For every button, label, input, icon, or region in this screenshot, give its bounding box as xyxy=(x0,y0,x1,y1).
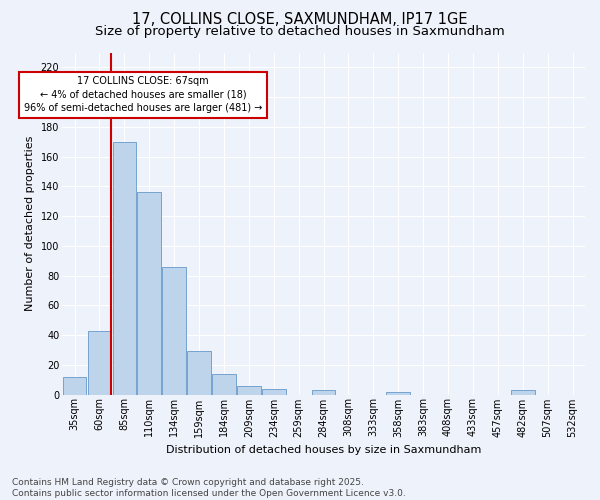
Text: Size of property relative to detached houses in Saxmundham: Size of property relative to detached ho… xyxy=(95,25,505,38)
Bar xyxy=(163,266,186,394)
Text: 17 COLLINS CLOSE: 67sqm
← 4% of detached houses are smaller (18)
96% of semi-det: 17 COLLINS CLOSE: 67sqm ← 4% of detached… xyxy=(24,76,262,113)
X-axis label: Distribution of detached houses by size in Saxmundham: Distribution of detached houses by size … xyxy=(166,445,481,455)
Bar xyxy=(312,390,335,394)
Bar xyxy=(511,390,535,394)
Bar xyxy=(63,376,86,394)
Bar xyxy=(237,386,260,394)
Bar xyxy=(386,392,410,394)
Bar xyxy=(212,374,236,394)
Bar xyxy=(88,330,111,394)
Text: Contains HM Land Registry data © Crown copyright and database right 2025.
Contai: Contains HM Land Registry data © Crown c… xyxy=(12,478,406,498)
Y-axis label: Number of detached properties: Number of detached properties xyxy=(25,136,35,311)
Bar xyxy=(262,388,286,394)
Bar xyxy=(137,192,161,394)
Text: 17, COLLINS CLOSE, SAXMUNDHAM, IP17 1GE: 17, COLLINS CLOSE, SAXMUNDHAM, IP17 1GE xyxy=(132,12,468,28)
Bar xyxy=(113,142,136,394)
Bar xyxy=(187,352,211,395)
